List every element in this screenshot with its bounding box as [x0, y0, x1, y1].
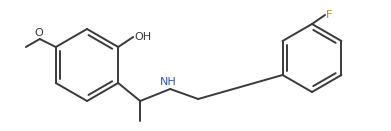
Text: OH: OH — [134, 32, 151, 42]
Text: F: F — [326, 10, 332, 20]
Text: NH: NH — [160, 77, 177, 87]
Text: O: O — [34, 28, 43, 38]
